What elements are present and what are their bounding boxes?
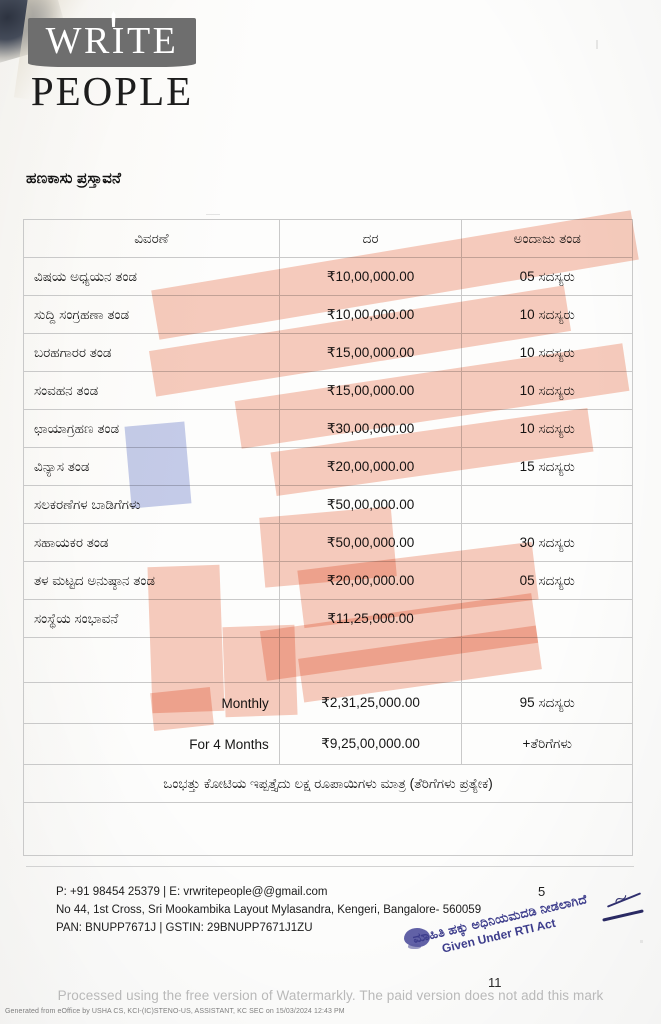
- cell-description: ಬರಹಗಾರರ ತಂಡ: [23, 333, 280, 372]
- cell-total-rate: ₹2,31,25,000.00: [278, 682, 463, 724]
- page-title: ಹಣಕಾಸು ಪ್ರಸ್ತಾವನೆ: [26, 170, 122, 187]
- contact-pan-gstin: PAN: BNUPP7671J | GSTIN: 29BNUPP7671J1ZU: [56, 921, 313, 934]
- scan-speck: [546, 928, 550, 929]
- watermark-text: Processed using the free version of Wate…: [57, 988, 604, 1003]
- cell-description: ಸಂಸ್ಥೆಯ ಸಂಭಾವನೆ: [23, 599, 280, 638]
- cell-rate: ₹20,00,000.00: [278, 447, 463, 486]
- logo-write-bar: WRITE: [28, 11, 196, 67]
- table-row: ಸಹಾಯಕರ ತಂಡ ₹50,00,000.00 30 ಸದಸ್ಯರು: [23, 523, 633, 562]
- cell-total-team: 95 ಸದಸ್ಯರು: [461, 682, 633, 724]
- cell-rate: ₹11,25,000.00: [278, 599, 463, 638]
- column-header-description: ವಿವರಣೆ: [23, 219, 280, 258]
- signature-flourish-icon: 〜: [611, 888, 631, 910]
- cell-team: 15 ಸದಸ್ಯರು: [461, 447, 633, 486]
- table-header-row: ವಿವರಣೆ ದರ ಅಂದಾಜು ತಂಡ: [23, 219, 633, 258]
- cell-description: ಸಲಕರಣೆಗಳ ಬಾಡಿಗೆಗಳು: [23, 485, 280, 524]
- cell-total-team: +ತೆರಿಗೆಗಳು: [461, 723, 633, 765]
- table-row: [23, 637, 633, 683]
- cell-description: ಸುದ್ದಿ ಸಂಗ್ರಹಣಾ ತಂಡ: [23, 295, 280, 334]
- cell-team: 10 ಸದಸ್ಯರು: [461, 333, 633, 372]
- signature-stroke-secondary-icon: [602, 909, 644, 922]
- cell-team: [461, 637, 633, 683]
- contact-phone-email: P: +91 98454 25379 | E: vrwritepeople@@g…: [56, 886, 328, 898]
- scan-speck: [640, 940, 643, 943]
- budget-table-container: ವಿವರಣೆ ದರ ಅಂದಾಜು ತಂಡ ವಿಷಯ ಅಧ್ಯಯನ ತಂಡ ₹10,…: [23, 219, 633, 856]
- table-row: ವಿಷಯ ಅಧ್ಯಯನ ತಂಡ ₹10,00,000.00 05 ಸದಸ್ಯರು: [23, 257, 633, 296]
- table-blank-tail: [23, 803, 633, 856]
- ink-blot-tail-icon: [408, 944, 421, 949]
- cell-team: 30 ಸದಸ್ಯರು: [461, 523, 633, 562]
- footer-divider: [26, 866, 634, 867]
- table-note: ಒಂಭತ್ತು ಕೋಟಿಯ ಇಪ್ಪತ್ತೈದು ಲಕ್ಷ ರೂಪಾಯಿಗಳು …: [23, 764, 633, 803]
- table-row: ವಿನ್ಯಾಸ ತಂಡ ₹20,00,000.00 15 ಸದಸ್ಯರು: [23, 447, 633, 486]
- cell-description: ತಳ ಮಟ್ಟದ ಅನುಷ್ಠಾನ ತಂಡ: [23, 561, 280, 600]
- cell-team: [461, 599, 633, 638]
- table-row: ತಳ ಮಟ್ಟದ ಅನುಷ್ಠಾನ ತಂಡ ₹20,00,000.00 05 ಸದಸ…: [23, 561, 633, 600]
- table-total-row: Monthly ₹2,31,25,000.00 95 ಸದಸ್ಯರು: [23, 682, 633, 724]
- cell-description: ವಿಷಯ ಅಧ್ಯಯನ ತಂಡ: [23, 257, 280, 296]
- cell-rate: ₹20,00,000.00: [278, 561, 463, 600]
- budget-table: ವಿವರಣೆ ದರ ಅಂದಾಜು ತಂಡ ವಿಷಯ ಅಧ್ಯಯನ ತಂಡ ₹10,…: [23, 219, 633, 803]
- table-row: ಸಂವಹನ ತಂಡ ₹15,00,000.00 10 ಸದಸ್ಯರು: [23, 371, 633, 410]
- stamp-page-number: 5: [538, 884, 546, 899]
- cell-team: [461, 485, 633, 524]
- cell-rate: ₹15,00,000.00: [278, 371, 463, 410]
- table-row: ಸಂಸ್ಥೆಯ ಸಂಭಾವನೆ ₹11,25,000.00: [23, 599, 633, 638]
- table-body: ವಿಷಯ ಅಧ್ಯಯನ ತಂಡ ₹10,00,000.00 05 ಸದಸ್ಯರು ಸು…: [23, 257, 633, 803]
- table-row: ಸಲಕರಣೆಗಳ ಬಾಡಿಗೆಗಳು ₹50,00,000.00: [23, 485, 633, 524]
- page-number: 11: [488, 975, 502, 990]
- table-row: ಛಾಯಾಗ್ರಹಣ ತಂಡ ₹30,00,000.00 10 ಸದಸ್ಯರು: [23, 409, 633, 448]
- cell-rate: ₹50,00,000.00: [278, 523, 463, 562]
- cell-team: 10 ಸದಸ್ಯರು: [461, 371, 633, 410]
- table-note-row: ಒಂಭತ್ತು ಕೋಟಿಯ ಇಪ್ಪತ್ತೈದು ಲಕ್ಷ ರೂಪಾಯಿಗಳು …: [23, 764, 633, 803]
- logo-write-text: WRITE: [45, 20, 179, 62]
- company-logo: WRITE PEOPLE: [28, 11, 196, 115]
- table-row: ಸುದ್ದಿ ಸಂಗ್ರಹಣಾ ತಂಡ ₹10,00,000.00 10 ಸದಸ್ಯ…: [23, 295, 633, 334]
- ink-blot-icon: [404, 928, 430, 947]
- table-total-row: For 4 Months ₹9,25,00,000.00 +ತೆರಿಗೆಗಳು: [23, 723, 633, 765]
- column-header-rate: ದರ: [278, 219, 463, 258]
- cell-description: ಸಂವಹನ ತಂಡ: [23, 371, 280, 410]
- cell-total-rate: ₹9,25,00,000.00: [278, 723, 463, 765]
- table-row: ಬರಹಗಾರರ ತಂಡ ₹15,00,000.00 10 ಸದಸ್ಯರು: [23, 333, 633, 372]
- scan-speck: [596, 40, 598, 49]
- contact-address: No 44, 1st Cross, Sri Mookambika Layout …: [56, 903, 482, 916]
- cell-team: 10 ಸದಸ್ಯರು: [461, 295, 633, 334]
- cell-description: [23, 637, 280, 683]
- cell-total-label: For 4 Months: [23, 723, 280, 765]
- cell-rate: ₹50,00,000.00: [278, 485, 463, 524]
- pen-nib-icon: [111, 11, 116, 27]
- cell-description: ಸಹಾಯಕರ ತಂಡ: [23, 523, 280, 562]
- cell-rate: [278, 637, 463, 683]
- cell-team: 05 ಸದಸ್ಯರು: [461, 561, 633, 600]
- cell-description: ಛಾಯಾಗ್ರಹಣ ತಂಡ: [23, 409, 280, 448]
- cell-rate: ₹10,00,000.00: [278, 257, 463, 296]
- cell-team: 05 ಸದಸ್ಯರು: [461, 257, 633, 296]
- cell-team: 10 ಸದಸ್ಯರು: [461, 409, 633, 448]
- cell-description: ವಿನ್ಯಾಸ ತಂಡ: [23, 447, 280, 486]
- logo-people-text: PEOPLE: [30, 68, 194, 114]
- scan-speck: [206, 214, 220, 215]
- cell-rate: ₹15,00,000.00: [278, 333, 463, 372]
- cell-rate: ₹10,00,000.00: [278, 295, 463, 334]
- cell-total-label: Monthly: [23, 682, 280, 724]
- eoffice-generated-line: Generated from eOffice by USHA CS, KCI-(…: [5, 1008, 345, 1015]
- column-header-team: ಅಂದಾಜು ತಂಡ: [461, 219, 633, 258]
- cell-rate: ₹30,00,000.00: [278, 409, 463, 448]
- contact-block: P: +91 98454 25379 | E: vrwritepeople@@g…: [56, 884, 481, 937]
